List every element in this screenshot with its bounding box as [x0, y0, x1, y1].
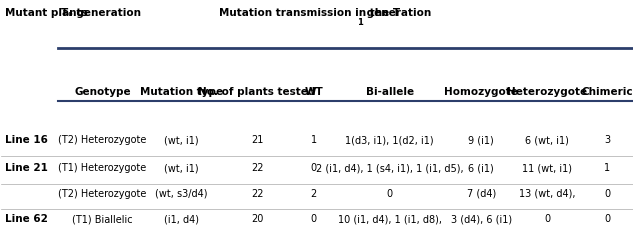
- Text: 3 (d4), 6 (i1): 3 (d4), 6 (i1): [451, 214, 512, 224]
- Text: (T2) Heterozygote: (T2) Heterozygote: [58, 189, 147, 199]
- Text: 1: 1: [604, 163, 611, 173]
- Text: Homozygote: Homozygote: [444, 87, 518, 97]
- Text: 10 (i1, d4), 1 (i1, d8),: 10 (i1, d4), 1 (i1, d8),: [338, 214, 442, 224]
- Text: 0: 0: [604, 189, 611, 199]
- Text: 0: 0: [604, 214, 611, 224]
- Text: 0: 0: [387, 189, 393, 199]
- Text: 6 (wt, i1): 6 (wt, i1): [525, 135, 570, 146]
- Text: 1: 1: [311, 135, 317, 146]
- Text: 22: 22: [251, 189, 263, 199]
- Text: (wt, i1): (wt, i1): [164, 135, 198, 146]
- Text: 0: 0: [311, 163, 317, 173]
- Text: Chimeric: Chimeric: [582, 87, 633, 97]
- Text: 9 (i1): 9 (i1): [468, 135, 494, 146]
- Text: Line 21: Line 21: [4, 163, 47, 173]
- Text: Line 16: Line 16: [4, 135, 47, 146]
- Text: 7 (d4): 7 (d4): [467, 189, 496, 199]
- Text: 0: 0: [311, 214, 317, 224]
- Text: generation: generation: [363, 8, 431, 18]
- Text: 6 (i1): 6 (i1): [468, 163, 494, 173]
- Text: (i1, d4): (i1, d4): [164, 214, 199, 224]
- Text: No. of plants tested: No. of plants tested: [198, 87, 316, 97]
- Text: 13 (wt, d4),: 13 (wt, d4),: [519, 189, 575, 199]
- Text: (T2) Heterozygote: (T2) Heterozygote: [58, 135, 147, 146]
- Text: 2 (i1, d4), 1 (s4, i1), 1 (i1, d5),: 2 (i1, d4), 1 (s4, i1), 1 (i1, d5),: [316, 163, 463, 173]
- Text: WT: WT: [305, 87, 323, 97]
- Text: 1(d3, i1), 1(d2, i1): 1(d3, i1), 1(d2, i1): [346, 135, 434, 146]
- Text: 0: 0: [545, 214, 550, 224]
- Text: (T1) Heterozygote: (T1) Heterozygote: [58, 163, 147, 173]
- Text: 22: 22: [251, 163, 263, 173]
- Text: (wt, s3/d4): (wt, s3/d4): [155, 189, 207, 199]
- Text: 2: 2: [311, 189, 317, 199]
- Text: 1: 1: [356, 18, 363, 27]
- Text: Heterozygote: Heterozygote: [508, 87, 588, 97]
- Text: Mutation transmission in the T: Mutation transmission in the T: [219, 8, 400, 18]
- Text: 11 (wt, i1): 11 (wt, i1): [522, 163, 572, 173]
- Text: (wt, i1): (wt, i1): [164, 163, 198, 173]
- Text: Mutation type: Mutation type: [140, 87, 223, 97]
- Text: Bi-allele: Bi-allele: [365, 87, 413, 97]
- Text: T₀ generation: T₀ generation: [61, 8, 141, 18]
- Text: (T1) Biallelic: (T1) Biallelic: [72, 214, 132, 224]
- Text: 3: 3: [604, 135, 611, 146]
- Text: Line 62: Line 62: [4, 214, 47, 224]
- Text: Mutant plants: Mutant plants: [4, 8, 87, 18]
- Text: 20: 20: [251, 214, 263, 224]
- Text: 21: 21: [251, 135, 263, 146]
- Text: Genotype: Genotype: [74, 87, 131, 97]
